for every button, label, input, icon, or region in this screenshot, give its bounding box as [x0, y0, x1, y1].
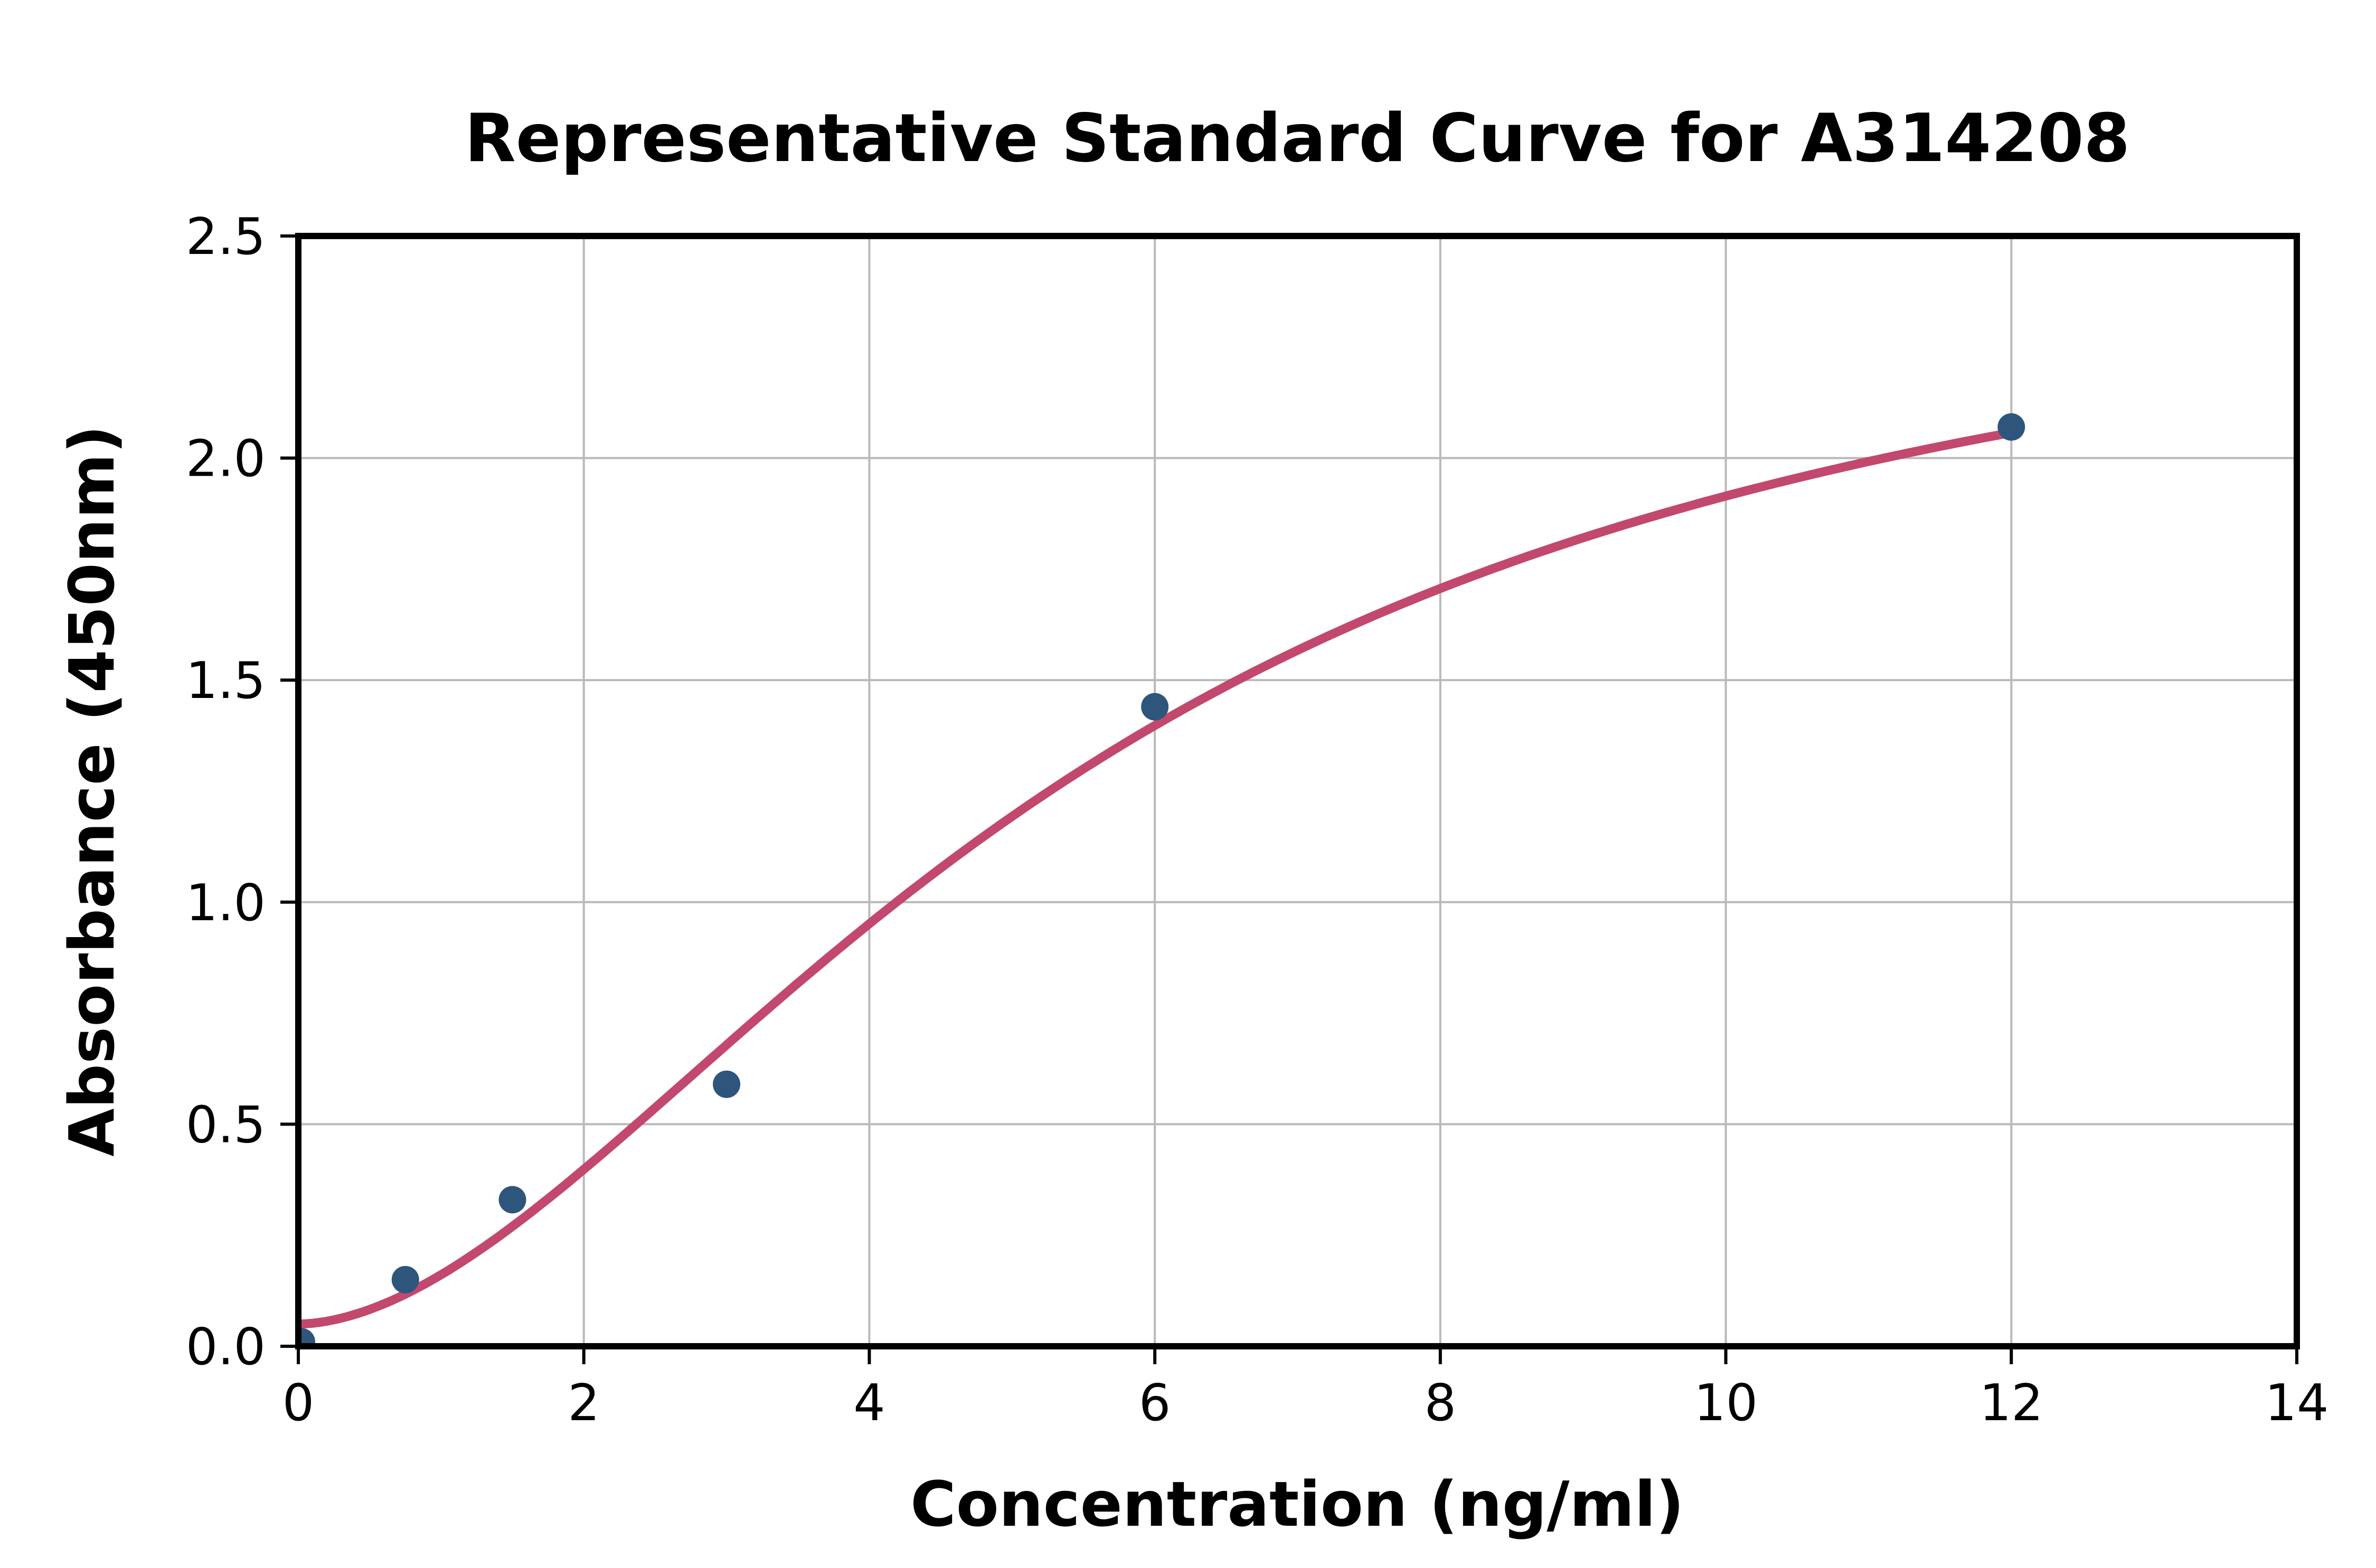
- data-point: [713, 1070, 741, 1098]
- data-points-group: [298, 413, 2025, 1346]
- axes-layer: [280, 233, 2300, 1364]
- y-axis-label: Absorbance (450nm): [55, 425, 128, 1157]
- grid-layer: [297, 235, 2298, 1347]
- x-axis-label: Concentration (ng/ml): [910, 1468, 1684, 1541]
- x-tick-label: 6: [1139, 1374, 1171, 1432]
- chart-title: Representative Standard Curve for A31420…: [465, 99, 2130, 177]
- y-tick-label: 0.5: [186, 1096, 266, 1154]
- x-tick-label: 12: [1979, 1374, 2043, 1432]
- y-tick-label: 1.5: [186, 652, 266, 710]
- y-tick-label: 2.0: [186, 430, 266, 488]
- y-tick-label: 1.0: [186, 874, 266, 932]
- data-point: [298, 1328, 315, 1346]
- x-tick-label: 8: [1425, 1374, 1456, 1432]
- y-tick-label: 2.5: [186, 208, 266, 266]
- y-tick-label: 0.0: [186, 1318, 266, 1376]
- tick-label-layer: 0 2 4 6 8 10 12 14 0.0 0.5 1.0 1.5 2.0 2.5: [186, 208, 2329, 1432]
- data-point: [391, 1265, 419, 1293]
- x-tick-label: 4: [853, 1374, 885, 1432]
- data-point: [498, 1186, 526, 1214]
- plot-border: [295, 233, 2300, 1349]
- x-tick-label: 0: [282, 1374, 314, 1432]
- x-tick-label: 2: [568, 1374, 599, 1432]
- x-tick-label: 10: [1694, 1374, 1758, 1432]
- x-tick-label: 14: [2265, 1374, 2329, 1432]
- data-point: [1141, 693, 1169, 721]
- data-point: [1997, 413, 2025, 441]
- fitted-curve-line: [298, 428, 2016, 1329]
- fitted-curve-group: [298, 428, 2016, 1329]
- data-layer: [298, 413, 2025, 1346]
